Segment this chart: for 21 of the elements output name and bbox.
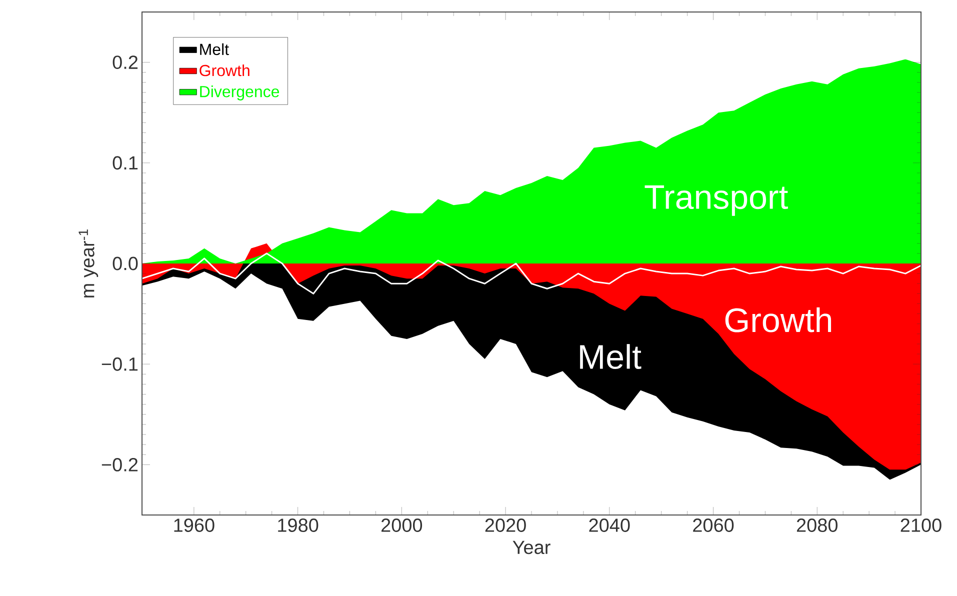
x-tick-label: 2040 <box>589 518 630 532</box>
y-tick-label: −0.1 <box>102 357 138 371</box>
y-tick-label: 0.0 <box>112 256 138 270</box>
x-tick-label: 2100 <box>900 518 942 532</box>
y-tick-label: 0.1 <box>112 156 138 170</box>
x-tick-label: 2020 <box>485 518 526 532</box>
annotation: Growth <box>725 307 832 332</box>
x-tick-label: 1960 <box>174 518 214 532</box>
annotation: Melt <box>580 344 642 370</box>
y-axis-title: m year$^{-1}$ <box>78 229 98 298</box>
annotation: Transport <box>644 185 788 216</box>
y-tick-label: 0.2 <box>112 56 138 70</box>
x-tick-label: 2080 <box>796 518 838 532</box>
x-tick-label: 2060 <box>693 518 734 532</box>
x-axis-title: Year <box>512 540 550 554</box>
x-tick-label: 2000 <box>382 518 422 532</box>
legend-label: Melt <box>200 43 229 56</box>
x-tick-label: 1980 <box>278 518 318 532</box>
y-tick-label: −0.2 <box>102 458 138 472</box>
legend-label: Growth <box>200 64 250 76</box>
legend-label: Divergence <box>200 86 280 100</box>
